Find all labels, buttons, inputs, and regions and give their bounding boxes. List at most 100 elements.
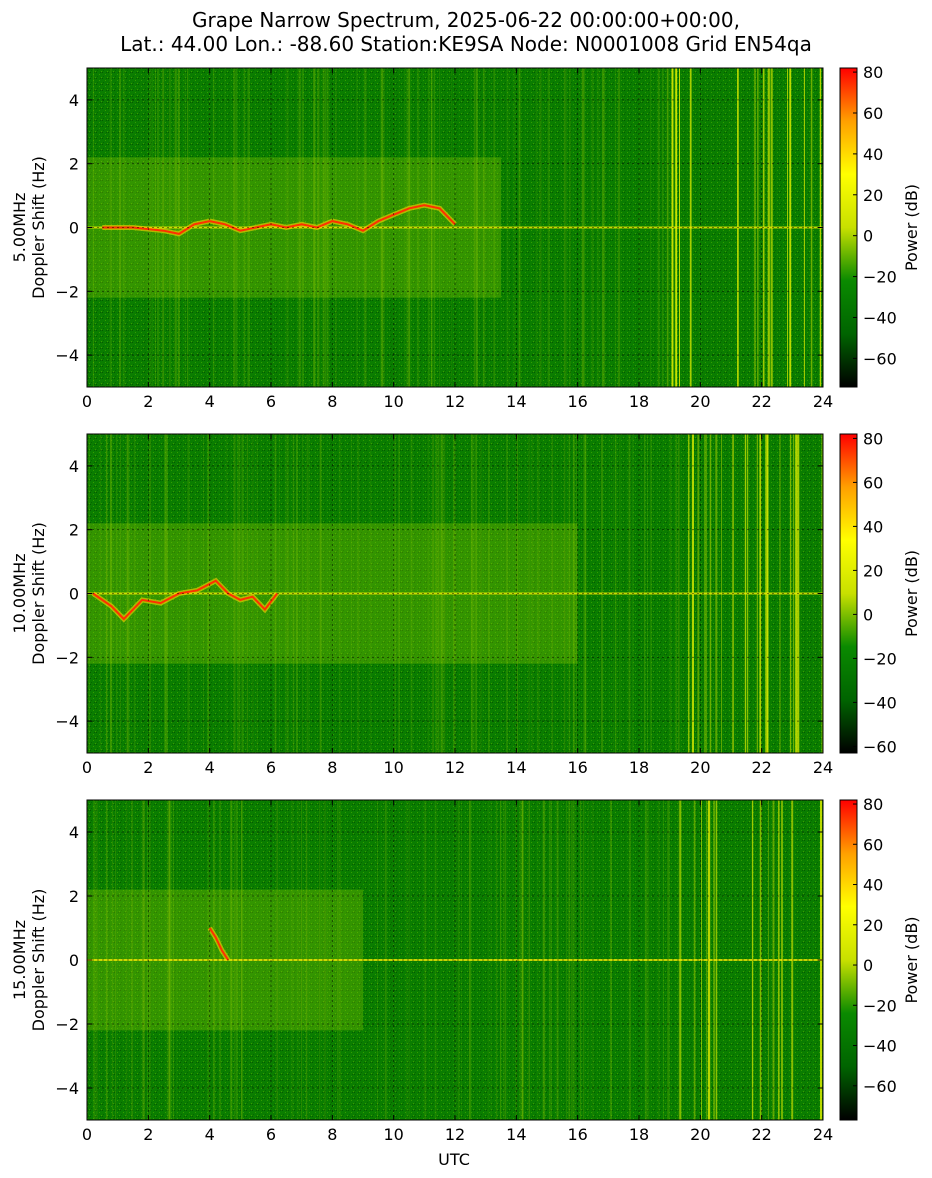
carrier-trace <box>102 204 456 235</box>
x-tick-label: 10 <box>383 1125 403 1144</box>
colorbar-tick-label: 40 <box>863 876 883 895</box>
y-tick-label: 0 <box>69 585 79 604</box>
colorbar-tick-label: 60 <box>863 473 883 492</box>
y-tick-label: −2 <box>55 648 79 667</box>
x-axis-label: UTC <box>438 1150 470 1169</box>
colorbar-tick-label: 60 <box>863 104 883 123</box>
y-tick-label: 4 <box>69 823 79 842</box>
x-tick-label: 14 <box>506 392 526 411</box>
x-tick-label: 12 <box>445 392 465 411</box>
colorbar-tick-label: −60 <box>863 1077 897 1096</box>
colorbar-tick-label: −60 <box>863 349 897 368</box>
colorbar-tick-label: 0 <box>863 227 873 246</box>
x-tick-label: 18 <box>629 392 649 411</box>
x-tick-label: 2 <box>143 758 153 777</box>
y-tick-label: −2 <box>55 1015 79 1034</box>
x-tick-label: 10 <box>383 758 403 777</box>
colorbar-tick-label: −40 <box>863 308 897 327</box>
x-tick-label: 0 <box>82 1125 92 1144</box>
x-tick-label: 8 <box>327 758 337 777</box>
x-tick-label: 22 <box>751 392 771 411</box>
colorbar-tick-label: 0 <box>863 956 873 975</box>
colorbar-label: Power (dB) <box>902 916 921 1003</box>
x-tick-label: 20 <box>690 392 710 411</box>
x-tick-label: 12 <box>445 758 465 777</box>
figure-title-line2: Lat.: 44.00 Lon.: -88.60 Station:KE9SA N… <box>120 32 812 56</box>
colorbar-tick-label: −40 <box>863 1037 897 1056</box>
x-tick-label: 6 <box>266 1125 276 1144</box>
y-tick-label: 0 <box>69 951 79 970</box>
x-tick-label: 14 <box>506 1125 526 1144</box>
y-axis-label-frequency: 10.00MHz <box>10 553 29 633</box>
y-tick-label: 4 <box>69 91 79 110</box>
x-tick-label: 6 <box>266 758 276 777</box>
y-axis-label-frequency: 5.00MHz <box>10 193 29 263</box>
carrier-trace <box>208 927 229 961</box>
y-tick-label: 2 <box>69 887 79 906</box>
x-tick-label: 18 <box>629 1125 649 1144</box>
colorbar-tick-label: 20 <box>863 916 883 935</box>
y-axis-label-doppler: Doppler Shift (Hz) <box>29 889 48 1032</box>
colorbar-tick-label: 80 <box>863 429 883 448</box>
x-tick-label: 4 <box>205 758 215 777</box>
grid <box>87 434 823 753</box>
x-tick-label: 16 <box>567 758 587 777</box>
y-tick-label: −4 <box>55 712 79 731</box>
colorbar-tick-label: 20 <box>863 561 883 580</box>
x-tick-label: 2 <box>143 1125 153 1144</box>
x-tick-label: 20 <box>690 758 710 777</box>
x-tick-label: 4 <box>205 392 215 411</box>
x-tick-label: 20 <box>690 1125 710 1144</box>
x-tick-label: 8 <box>327 392 337 411</box>
colorbar-tick-label: −20 <box>863 268 897 287</box>
colorbar-tick-label: 80 <box>863 795 883 814</box>
colorbar-tick-label: 20 <box>863 186 883 205</box>
x-tick-label: 22 <box>751 1125 771 1144</box>
y-tick-label: 4 <box>69 457 79 476</box>
y-axis-label-doppler: Doppler Shift (Hz) <box>29 522 48 665</box>
x-tick-label: 10 <box>383 392 403 411</box>
x-tick-label: 22 <box>751 758 771 777</box>
colorbar-tick-label: −20 <box>863 649 897 668</box>
x-tick-label: 12 <box>445 1125 465 1144</box>
y-axis-label-doppler: Doppler Shift (Hz) <box>29 156 48 299</box>
colorbar-label: Power (dB) <box>902 550 921 637</box>
y-tick-label: −2 <box>55 282 79 301</box>
x-tick-label: 0 <box>82 758 92 777</box>
colorbar <box>839 433 858 754</box>
colorbar-tick-label: 40 <box>863 517 883 536</box>
colorbar-tick-label: −40 <box>863 693 897 712</box>
y-tick-label: 0 <box>69 219 79 238</box>
x-tick-label: 0 <box>82 392 92 411</box>
colorbar-tick-label: 60 <box>863 835 883 854</box>
colorbar-tick-label: 0 <box>863 605 873 624</box>
colorbar-tick-label: 40 <box>863 145 883 164</box>
y-tick-label: 2 <box>69 155 79 174</box>
y-tick-label: −4 <box>55 346 79 365</box>
y-axis-label-frequency: 15.00MHz <box>10 920 29 1000</box>
grid <box>87 800 823 1120</box>
carrier-trace <box>92 579 278 621</box>
y-tick-label: 2 <box>69 521 79 540</box>
colorbar <box>839 799 858 1121</box>
x-tick-label: 24 <box>813 758 833 777</box>
x-tick-label: 14 <box>506 758 526 777</box>
figure-title-line1: Grape Narrow Spectrum, 2025-06-22 00:00:… <box>192 8 740 32</box>
x-tick-label: 2 <box>143 392 153 411</box>
colorbar <box>839 67 858 388</box>
x-tick-label: 18 <box>629 758 649 777</box>
grid <box>87 68 823 387</box>
x-tick-label: 6 <box>266 392 276 411</box>
colorbar-label: Power (dB) <box>902 184 921 271</box>
x-tick-label: 24 <box>813 1125 833 1144</box>
x-tick-label: 16 <box>567 1125 587 1144</box>
x-tick-label: 16 <box>567 392 587 411</box>
x-tick-label: 4 <box>205 1125 215 1144</box>
colorbar-tick-label: −20 <box>863 996 897 1015</box>
x-tick-label: 24 <box>813 392 833 411</box>
colorbar-tick-label: 80 <box>863 63 883 82</box>
